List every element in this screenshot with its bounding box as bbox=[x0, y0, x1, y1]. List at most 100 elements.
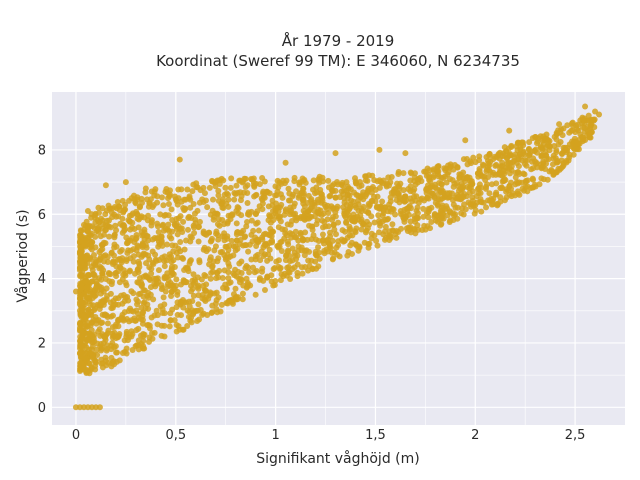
data-point bbox=[325, 223, 332, 230]
data-point bbox=[122, 294, 129, 301]
data-point bbox=[246, 241, 253, 248]
data-point bbox=[242, 183, 249, 190]
data-point bbox=[314, 196, 321, 203]
data-point bbox=[388, 189, 395, 196]
data-point bbox=[460, 211, 467, 218]
data-point bbox=[102, 311, 109, 318]
data-point bbox=[89, 294, 96, 301]
data-point bbox=[414, 204, 421, 211]
data-point bbox=[120, 271, 127, 278]
data-point bbox=[493, 191, 500, 198]
data-point bbox=[225, 260, 232, 267]
data-point bbox=[95, 219, 102, 226]
data-point bbox=[134, 310, 141, 317]
data-point bbox=[108, 281, 115, 288]
data-point bbox=[146, 322, 153, 329]
data-point bbox=[254, 251, 261, 258]
data-point bbox=[542, 152, 549, 159]
data-point bbox=[98, 241, 105, 248]
data-point bbox=[195, 238, 202, 245]
data-point bbox=[132, 199, 139, 206]
data-point bbox=[468, 160, 475, 167]
data-point bbox=[308, 257, 315, 264]
data-point bbox=[330, 214, 337, 221]
data-point bbox=[259, 268, 266, 275]
data-point bbox=[130, 253, 137, 260]
data-point bbox=[84, 208, 91, 215]
data-point bbox=[570, 151, 577, 158]
data-point bbox=[275, 244, 282, 251]
data-point bbox=[111, 361, 118, 368]
data-point bbox=[278, 271, 285, 278]
data-point bbox=[189, 188, 196, 195]
data-point bbox=[412, 197, 419, 204]
data-point bbox=[161, 263, 168, 270]
data-point bbox=[313, 221, 320, 228]
data-point bbox=[242, 242, 249, 249]
data-point bbox=[553, 159, 560, 166]
data-point bbox=[273, 200, 280, 207]
data-point bbox=[103, 285, 110, 292]
data-point bbox=[191, 229, 198, 236]
data-point bbox=[182, 196, 189, 203]
data-point bbox=[99, 360, 106, 367]
data-point bbox=[247, 282, 254, 289]
data-point bbox=[362, 177, 369, 184]
data-point bbox=[438, 204, 445, 211]
data-point bbox=[239, 296, 246, 303]
data-point bbox=[93, 320, 100, 327]
data-point bbox=[161, 322, 168, 329]
data-point bbox=[99, 319, 106, 326]
data-point bbox=[415, 179, 422, 186]
data-point bbox=[368, 197, 375, 204]
data-point bbox=[188, 234, 195, 241]
data-point bbox=[187, 196, 194, 203]
data-point bbox=[428, 204, 435, 211]
data-point bbox=[397, 207, 404, 214]
data-point bbox=[195, 285, 202, 292]
data-point bbox=[336, 253, 343, 260]
data-point bbox=[248, 256, 255, 263]
data-point bbox=[168, 288, 175, 295]
data-point bbox=[78, 342, 85, 349]
data-point bbox=[320, 236, 327, 243]
data-point bbox=[222, 184, 229, 191]
data-point bbox=[329, 205, 336, 212]
data-point bbox=[222, 243, 229, 250]
data-point bbox=[139, 310, 146, 317]
data-point bbox=[326, 193, 333, 200]
data-point bbox=[166, 233, 173, 240]
data-point bbox=[190, 271, 197, 278]
data-point bbox=[206, 261, 213, 268]
data-point bbox=[91, 272, 98, 279]
data-point bbox=[498, 184, 505, 191]
data-point bbox=[195, 301, 202, 308]
data-point bbox=[158, 233, 165, 240]
data-point bbox=[301, 252, 308, 259]
data-point bbox=[167, 282, 174, 289]
x-tick-label: 1 bbox=[271, 428, 279, 443]
data-point bbox=[220, 284, 227, 291]
data-point bbox=[306, 248, 313, 255]
data-point bbox=[383, 183, 390, 190]
data-point bbox=[89, 353, 96, 360]
data-point bbox=[84, 284, 91, 291]
data-point bbox=[446, 176, 453, 183]
x-axis-title: Signifikant våghöjd (m) bbox=[256, 450, 419, 467]
data-point bbox=[161, 273, 168, 280]
data-point bbox=[145, 305, 152, 312]
data-point bbox=[219, 199, 226, 206]
data-point bbox=[420, 213, 427, 220]
data-point bbox=[153, 280, 160, 287]
data-point bbox=[340, 238, 347, 245]
data-point bbox=[188, 314, 195, 321]
data-point bbox=[465, 199, 472, 206]
data-point bbox=[109, 339, 116, 346]
data-point bbox=[150, 296, 157, 303]
data-point bbox=[165, 195, 172, 202]
data-point bbox=[434, 201, 441, 208]
data-point bbox=[335, 242, 342, 249]
data-point bbox=[110, 259, 117, 266]
data-point bbox=[494, 201, 501, 208]
data-point bbox=[526, 139, 533, 146]
